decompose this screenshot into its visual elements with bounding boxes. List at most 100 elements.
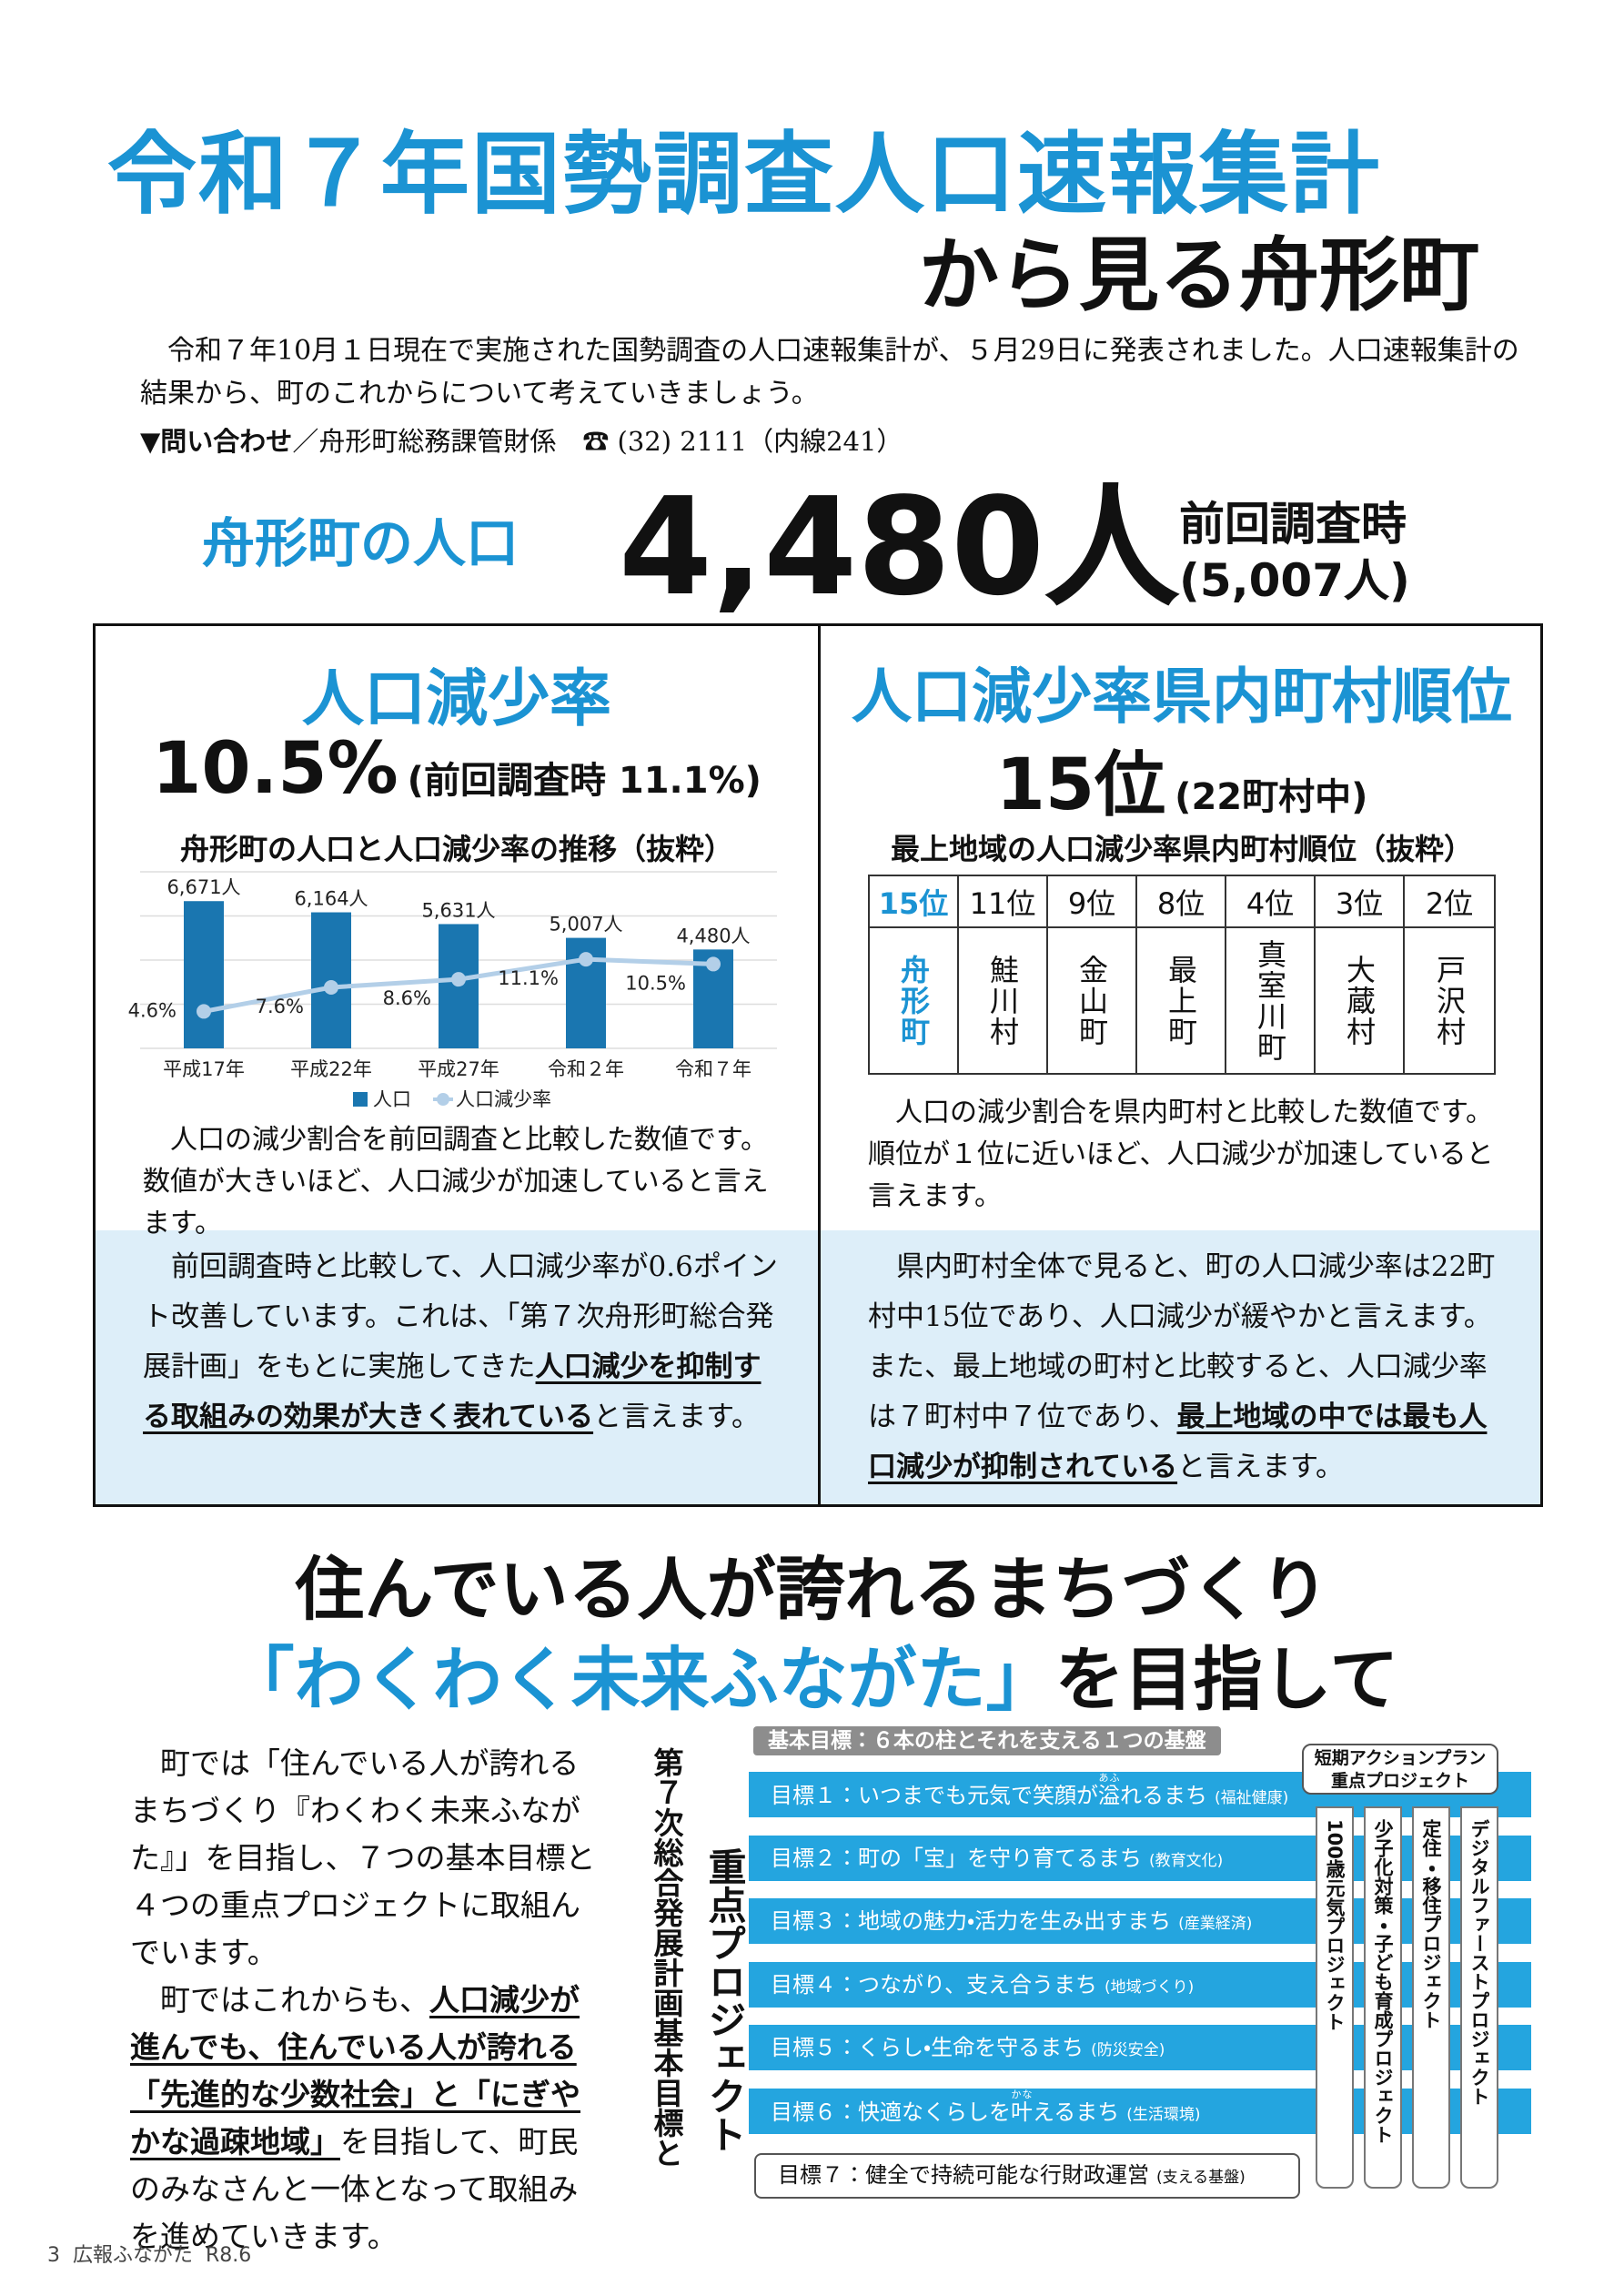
ruby-base: 溢 [1098, 1783, 1120, 1808]
ranking-summary: 県内町村全体で見ると、町の人口減少率は22町村中15位であり、人口減少が緩やかと… [868, 1242, 1514, 1492]
ruby: 溢あふ [1098, 1772, 1120, 1808]
point [451, 972, 466, 987]
ranking-value-row: 15位 (22町村中) [821, 728, 1543, 830]
ruby-text: かな [1011, 2088, 1033, 2100]
contact-label: ▼問い合わせ [140, 426, 293, 457]
previous-label: 前回調査時 [1179, 498, 1407, 551]
project: デジタルファーストプロジェクト [1460, 1806, 1498, 2189]
rank-cell: 8位 [1137, 876, 1226, 928]
town-cell: 金山町 [1048, 928, 1137, 1073]
text: 目標４：つながり、支え合うまち [771, 1971, 1098, 1998]
table-title: 最上地域の人口減少率県内町村順位（抜粋） [890, 832, 1473, 866]
goal-tag: (福祉健康) [1215, 1789, 1289, 1807]
page-number: 3 [47, 2244, 60, 2267]
ranking-heading: 人口減少率県内町村順位 [852, 662, 1512, 732]
goal-tag: (支える基盤) [1156, 2169, 1246, 2187]
text: 目標１：いつまでも元気で笑顔が [771, 1783, 1098, 1808]
rank-cell: 2位 [1405, 876, 1494, 928]
town-cell: 真室川町 [1226, 928, 1316, 1073]
town-cell: 最上町 [1137, 928, 1226, 1073]
goal-tag: (防災安全) [1091, 2041, 1165, 2059]
decline-summary: 前回調査時と比較して、人口減少率が0.6ポイント改善しています。これは、「第７次… [143, 1242, 789, 1442]
point-label: 8.6% [383, 987, 431, 1009]
text: 目標７：健全で持続可能な行財政運営 [778, 2162, 1149, 2188]
rank-cell: 4位 [1226, 876, 1316, 928]
text: 県内町村全体で見ると、町の人口減少率は22町村中15位であり、人口減少が緩やかと… [868, 1250, 1496, 1433]
projects-header-line: 短期アクションプラン [1314, 1748, 1487, 1768]
text: 目標６：快適なくらしを [771, 2099, 1011, 2125]
paragraph: 町ではこれからも、人口減少が進んでも、住んでいる人が誇れる「先進的な少数社会」と… [130, 1977, 600, 2261]
population-value: 4,480人 [619, 469, 1180, 625]
issue: R8.6 [206, 2244, 252, 2267]
decline-value: 10.5% [152, 728, 398, 810]
ranking-note: (22町村中) [1175, 776, 1368, 818]
ranking-value: 15位 [995, 744, 1166, 826]
intro: 令和７年10月１日現在で実施された国勢調査の人口速報集計が、５月29日に発表され… [140, 335, 1519, 410]
point [197, 1004, 211, 1019]
diagram-heading: 重点プロジェクト [702, 1847, 747, 2153]
decline-heading: 人口減少率 [301, 663, 611, 735]
x-tick-label: 平成17年 [163, 1058, 245, 1080]
goal-tag: (産業経済) [1178, 1915, 1253, 1933]
town-cell: 大蔵村 [1316, 928, 1405, 1073]
legend-label: 人口 [373, 1088, 411, 1110]
town-cell: 鮭川村 [959, 928, 1048, 1073]
chart-title: 舟形町の人口と人口減少率の推移（抜粋） [179, 832, 733, 866]
ruby-base: 叶 [1011, 2099, 1033, 2125]
rank-cell: 3位 [1316, 876, 1405, 928]
ranking-table: 15位 11位 9位 8位 4位 3位 2位 舟形町 鮭川村 金山町 最上町 真室川町 大蔵村 戸沢村 [868, 875, 1496, 1075]
x-tick-label: 令和２年 [548, 1058, 624, 1080]
town-cell: 戸沢村 [1432, 954, 1467, 1047]
decline-value-row: 10.5% (前回調査時 11.1%) [96, 728, 818, 810]
decline-description: 人口の減少割合を前回調査と比較した数値です。数値が大きいほど、人口減少が加速して… [143, 1124, 769, 1239]
contact-text: ／舟形町総務課管財係 ☎ (32) 2111（内線241） [292, 426, 903, 457]
x-tick-label: 平成27年 [418, 1058, 499, 1080]
projects-header: 短期アクションプラン 重点プロジェクト [1302, 1744, 1498, 1795]
point [579, 952, 593, 967]
decline-note: (前回調査時 11.1%) [407, 760, 762, 802]
goal-tag: (教育文化) [1149, 1851, 1224, 1870]
bar-label: 5,007人 [549, 914, 622, 936]
bar [184, 901, 224, 1048]
vision-text: 町では「住んでいる人が誇れるまちづくり『わくわく未来ふながた』」を目指し、７つの… [130, 1740, 600, 2261]
publication: 広報ふながた [73, 2244, 194, 2267]
goals-ribbon: 基本目標：６本の柱とそれを支える１つの基盤 [753, 1726, 1221, 1755]
town-cell: 舟形町 [870, 928, 959, 1073]
point-label: 4.6% [128, 999, 177, 1021]
bar-label: 5,631人 [421, 899, 495, 921]
text: 目標３：地域の魅力・活力を生み出すまち [771, 1908, 1172, 1934]
bar-label: 6,164人 [294, 888, 368, 910]
legend-swatch [437, 1093, 449, 1106]
goal-tag: (地域づくり) [1105, 1977, 1195, 1997]
legend-swatch [353, 1092, 368, 1107]
ranking-description: 人口の減少割合を県内町村と比較した数値です。順位が１位に近いほど、人口減少が加速… [868, 1097, 1494, 1212]
section-title-2: 「わくわく未来ふながた」を目指して [0, 1623, 1624, 1724]
diagram-heading: 第７次総合発展計画基本目標と [649, 1747, 684, 2168]
point [324, 979, 338, 995]
chart: 平成17年 平成22年 平成27年 令和２年 令和７年 6,671人 6,164人 5,631… [128, 871, 777, 1110]
text: れるまち [1120, 1783, 1207, 1808]
ruby-text: あふ [1098, 1772, 1120, 1784]
divider [818, 623, 821, 1507]
rank-cell: 11位 [959, 876, 1048, 928]
text: 目標２：町の「宝」を守り育てるまち [771, 1845, 1142, 1871]
point-label: 7.6% [256, 996, 304, 1017]
section-title: 住んでいる人が誇れるまちづくり [295, 1549, 1329, 1630]
point-label: 10.5% [625, 972, 686, 994]
population-label: 舟形町の人口 [202, 512, 519, 574]
text: 前回調査時と比較して、人口減少率が0.6ポイント改善しています。これは、「第７次… [143, 1250, 778, 1383]
bar-label: 6,671人 [166, 876, 240, 898]
emphasis: 最上地域の中では最も人口減少が抑制されている [868, 1401, 1488, 1483]
rank-cell: 9位 [1048, 876, 1137, 928]
project: 定住・移住プロジェクト [1412, 1806, 1450, 2189]
text: 町ではこれからも、 [160, 1982, 430, 2018]
previous-value: (5,007人) [1179, 554, 1410, 607]
text: を目指して、町民のみなさんと一体となって取組みを進めていきます。 [130, 2124, 579, 2254]
contact: ▼問い合わせ／舟形町総務課管財係 ☎ (32) 2111（内線241） [140, 420, 903, 459]
bar-label: 4,480人 [676, 925, 750, 946]
text: 目標５：くらし・生命を守るまち [771, 2035, 1084, 2060]
point [706, 956, 721, 972]
section-highlight: 「わくわく未来ふながた」 [225, 1639, 1055, 1720]
footer: 3 広報ふながた R8.6 [47, 2239, 264, 2268]
